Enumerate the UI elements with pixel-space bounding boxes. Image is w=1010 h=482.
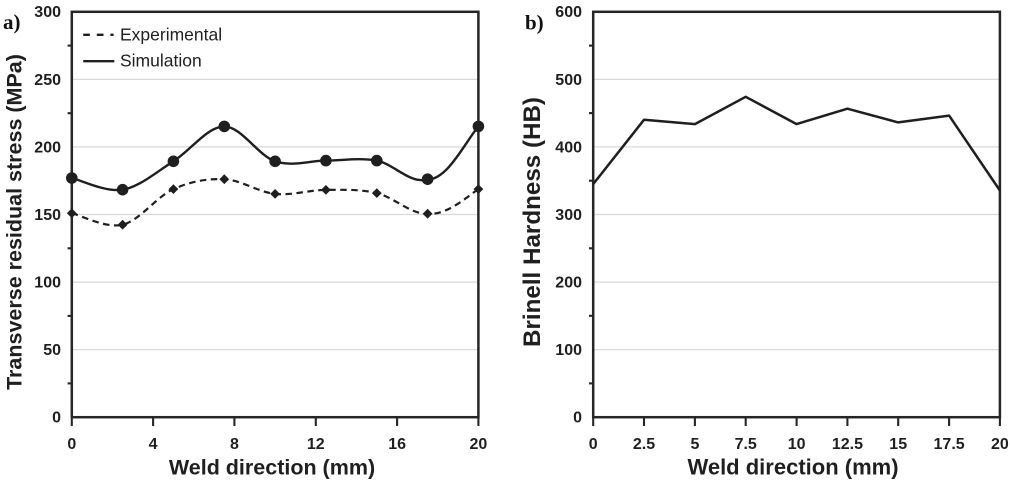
svg-text:500: 500: [555, 72, 582, 89]
svg-text:150: 150: [34, 207, 61, 224]
svg-text:10: 10: [788, 436, 806, 453]
svg-text:5: 5: [690, 436, 699, 453]
svg-text:100: 100: [555, 342, 582, 359]
svg-text:300: 300: [555, 207, 582, 224]
svg-text:250: 250: [34, 72, 61, 89]
svg-text:Simulation: Simulation: [120, 51, 202, 71]
svg-text:20: 20: [991, 436, 1009, 453]
svg-text:0: 0: [52, 410, 61, 427]
svg-text:Weld direction (mm): Weld direction (mm): [687, 455, 898, 480]
svg-text:7.5: 7.5: [735, 436, 757, 453]
svg-text:17.5: 17.5: [934, 436, 965, 453]
svg-text:8: 8: [230, 436, 239, 453]
svg-text:200: 200: [34, 139, 61, 156]
svg-text:Weld direction (mm): Weld direction (mm): [169, 456, 375, 480]
svg-text:100: 100: [34, 275, 61, 292]
svg-text:Transverse residual stress (MP: Transverse residual stress (MPa): [3, 54, 27, 390]
svg-text:0: 0: [589, 436, 598, 453]
svg-text:a): a): [3, 10, 21, 34]
svg-text:0: 0: [573, 410, 582, 427]
svg-text:2.5: 2.5: [633, 436, 655, 453]
svg-text:12.5: 12.5: [832, 436, 863, 453]
svg-text:50: 50: [43, 342, 61, 359]
svg-text:Brinell Hardness (HB): Brinell Hardness (HB): [519, 97, 546, 347]
svg-text:20: 20: [470, 436, 488, 453]
svg-text:0: 0: [67, 436, 76, 453]
svg-text:400: 400: [555, 139, 582, 156]
svg-text:600: 600: [555, 4, 582, 21]
svg-text:15: 15: [889, 436, 907, 453]
svg-text:12: 12: [307, 436, 325, 453]
svg-text:b): b): [525, 11, 544, 35]
svg-text:4: 4: [149, 436, 158, 453]
svg-text:Experimental: Experimental: [120, 24, 222, 44]
svg-text:300: 300: [34, 4, 61, 21]
svg-text:200: 200: [555, 275, 582, 292]
svg-text:16: 16: [388, 436, 406, 453]
